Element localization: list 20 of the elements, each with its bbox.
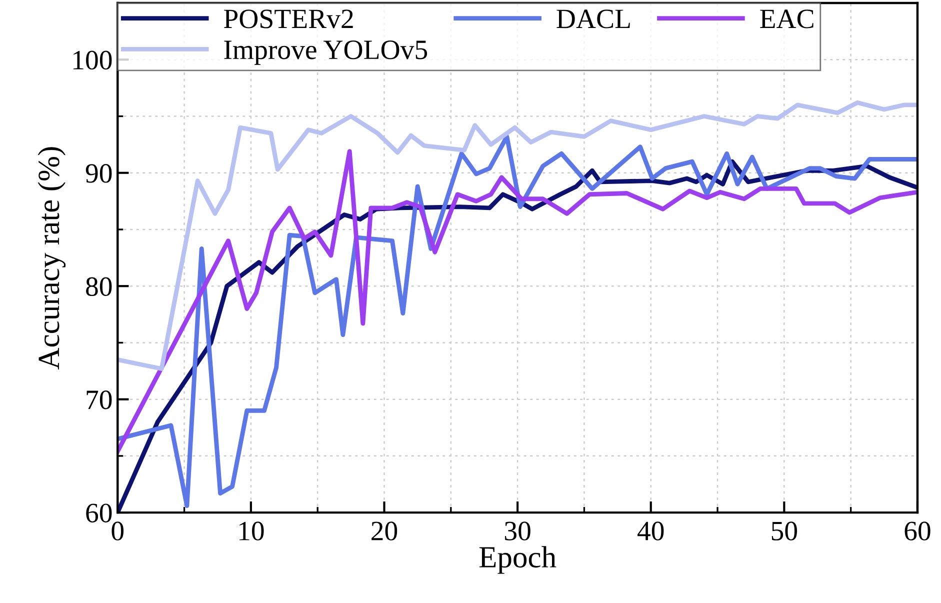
y-tick-label: 80 bbox=[86, 277, 112, 296]
legend-label: Improve YOLOv5 bbox=[224, 40, 428, 65]
y-axis-title: Accuracy rate (%) bbox=[38, 147, 66, 370]
y-tick-label: 100 bbox=[74, 50, 112, 70]
y-tick-label: 70 bbox=[86, 390, 112, 410]
x-tick-label: 0 bbox=[112, 522, 124, 540]
y-tick-label: 60 bbox=[86, 504, 112, 522]
line-series bbox=[118, 100, 918, 371]
x-tick-label: 10 bbox=[239, 522, 264, 540]
x-tick-label: 50 bbox=[772, 522, 797, 540]
x-tick-label: 40 bbox=[638, 522, 664, 540]
x-axis-title: Epoch bbox=[479, 546, 556, 574]
line-series bbox=[118, 149, 918, 454]
y-tick-label: 90 bbox=[86, 164, 112, 183]
x-tick-label: 30 bbox=[504, 522, 530, 540]
x-tick-label: 60 bbox=[904, 522, 930, 540]
legend-label: DACL bbox=[556, 10, 630, 28]
x-tick-label: 20 bbox=[372, 522, 398, 540]
legend-label: EAC bbox=[760, 10, 814, 28]
legend-label: POSTERv2 bbox=[224, 10, 353, 28]
